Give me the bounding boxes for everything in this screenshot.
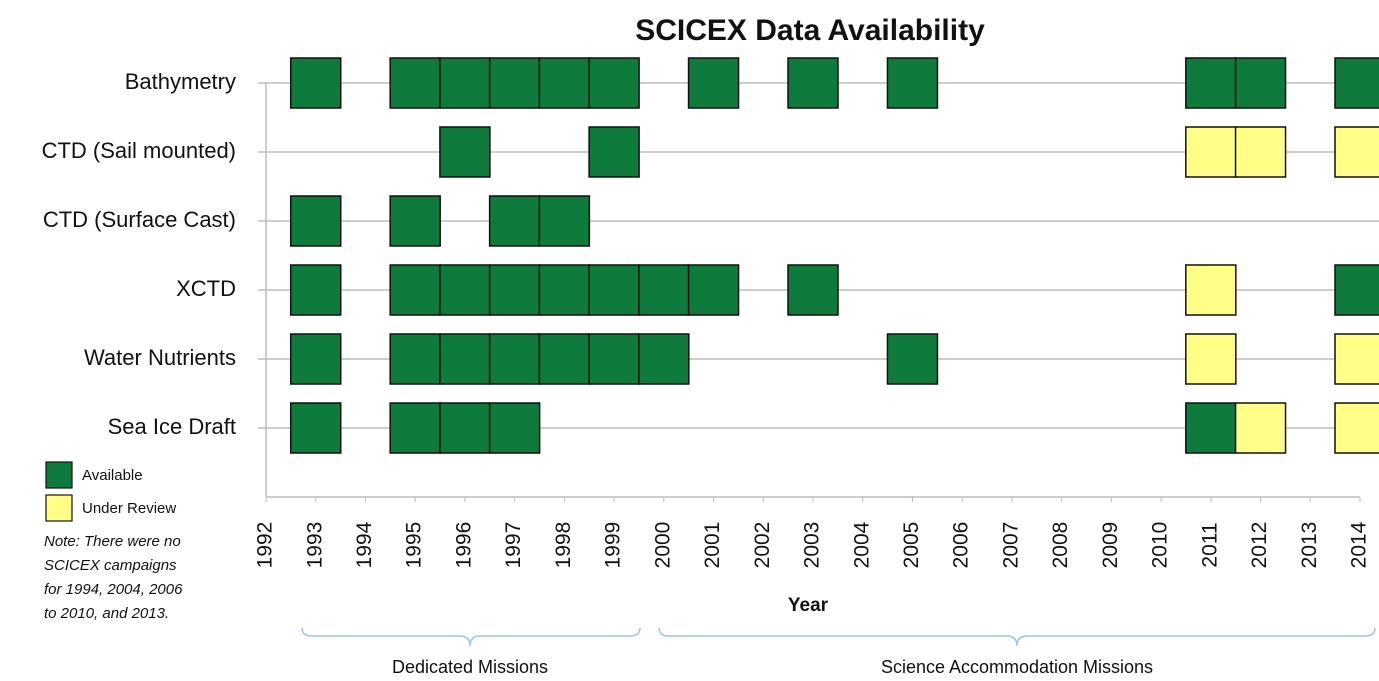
group-label: Dedicated Missions xyxy=(392,657,548,677)
row-label: XCTD xyxy=(176,276,236,301)
status-box xyxy=(538,195,591,247)
x-tick-label: 1994 xyxy=(353,521,376,568)
status-box xyxy=(1185,333,1237,385)
status-box xyxy=(1234,402,1287,454)
x-tick-label: 1998 xyxy=(552,522,575,569)
x-tick-label: 1996 xyxy=(452,522,475,569)
status-box xyxy=(439,264,491,316)
status-box xyxy=(488,333,541,385)
status-box xyxy=(1334,333,1379,385)
row-label: CTD (Surface Cast) xyxy=(43,207,236,232)
chart-title: SCICEX Data Availability xyxy=(635,14,985,47)
status-box xyxy=(638,264,690,316)
x-tick-label: 1995 xyxy=(403,522,426,569)
legend-swatch xyxy=(45,461,73,489)
status-box xyxy=(588,333,640,385)
x-tick-label: 2004 xyxy=(850,521,873,568)
status-box xyxy=(538,57,591,109)
x-tick-label: 2001 xyxy=(701,522,724,569)
status-box xyxy=(289,402,342,454)
status-box xyxy=(389,57,441,109)
x-tick-label: 2012 xyxy=(1248,522,1271,569)
status-box xyxy=(538,264,591,316)
status-box xyxy=(1234,126,1287,178)
status-box xyxy=(638,333,690,385)
status-box xyxy=(588,126,640,178)
status-box xyxy=(1185,402,1237,454)
status-box xyxy=(488,195,541,247)
group-label: Science Accommodation Missions xyxy=(881,657,1153,677)
x-axis-label: Year xyxy=(788,595,829,616)
status-box xyxy=(787,264,839,316)
x-tick-label: 1999 xyxy=(602,522,625,569)
status-box xyxy=(1185,57,1237,109)
row-label: Water Nutrients xyxy=(84,345,236,370)
status-box xyxy=(389,264,441,316)
bracket xyxy=(301,627,641,647)
status-box xyxy=(886,333,939,385)
status-box xyxy=(687,264,740,316)
status-box xyxy=(289,333,342,385)
status-box xyxy=(538,333,591,385)
x-tick-label: 1992 xyxy=(254,522,277,569)
note-line: Note: There were no xyxy=(44,533,181,550)
x-tick-label: 2011 xyxy=(1198,522,1221,567)
status-box xyxy=(439,333,491,385)
x-tick-label: 2007 xyxy=(999,522,1022,569)
status-box xyxy=(439,57,491,109)
status-box xyxy=(1185,264,1237,316)
status-box xyxy=(439,402,491,454)
row-label: Sea Ice Draft xyxy=(108,414,236,439)
status-box xyxy=(488,402,541,454)
x-tick-label: 2014 xyxy=(1348,521,1371,568)
status-box xyxy=(389,402,441,454)
status-box xyxy=(439,126,491,178)
x-tick-label: 1993 xyxy=(303,522,326,569)
legend-label: Under Review xyxy=(82,500,176,517)
bracket xyxy=(658,627,1376,647)
status-box xyxy=(886,57,939,109)
status-box xyxy=(787,57,839,109)
status-box xyxy=(289,195,342,247)
row-label: CTD (Sail mounted) xyxy=(42,138,236,163)
x-tick-label: 2002 xyxy=(751,522,774,569)
legend-label: Available xyxy=(82,467,143,484)
row-label: Bathymetry xyxy=(125,69,236,94)
legend-swatch xyxy=(45,494,73,522)
x-tick-label: 2009 xyxy=(1099,522,1122,569)
x-tick-label: 1997 xyxy=(502,522,525,569)
status-box xyxy=(389,333,441,385)
note-line: SCICEX campaigns xyxy=(44,557,177,574)
x-tick-label: 2008 xyxy=(1049,522,1072,569)
status-box xyxy=(1334,126,1379,178)
status-box xyxy=(488,57,541,109)
note-line: to 2010, and 2013. xyxy=(44,605,169,622)
status-box xyxy=(1334,57,1379,109)
status-box xyxy=(588,264,640,316)
status-box xyxy=(488,264,541,316)
status-box xyxy=(289,264,342,316)
x-tick-label: 2003 xyxy=(801,522,824,569)
status-box xyxy=(289,57,342,109)
status-box xyxy=(1334,402,1379,454)
x-tick-label: 2000 xyxy=(651,522,674,569)
status-box xyxy=(1234,57,1287,109)
status-box xyxy=(389,195,441,247)
status-box xyxy=(1185,126,1237,178)
x-tick-label: 2013 xyxy=(1298,522,1321,569)
status-box xyxy=(588,57,640,109)
x-tick-label: 2010 xyxy=(1149,522,1172,569)
x-tick-label: 2006 xyxy=(950,522,973,569)
x-tick-label: 2005 xyxy=(900,522,923,569)
status-box xyxy=(1334,264,1379,316)
note-line: for 1994, 2004, 2006 xyxy=(44,581,183,598)
status-box xyxy=(687,57,740,109)
